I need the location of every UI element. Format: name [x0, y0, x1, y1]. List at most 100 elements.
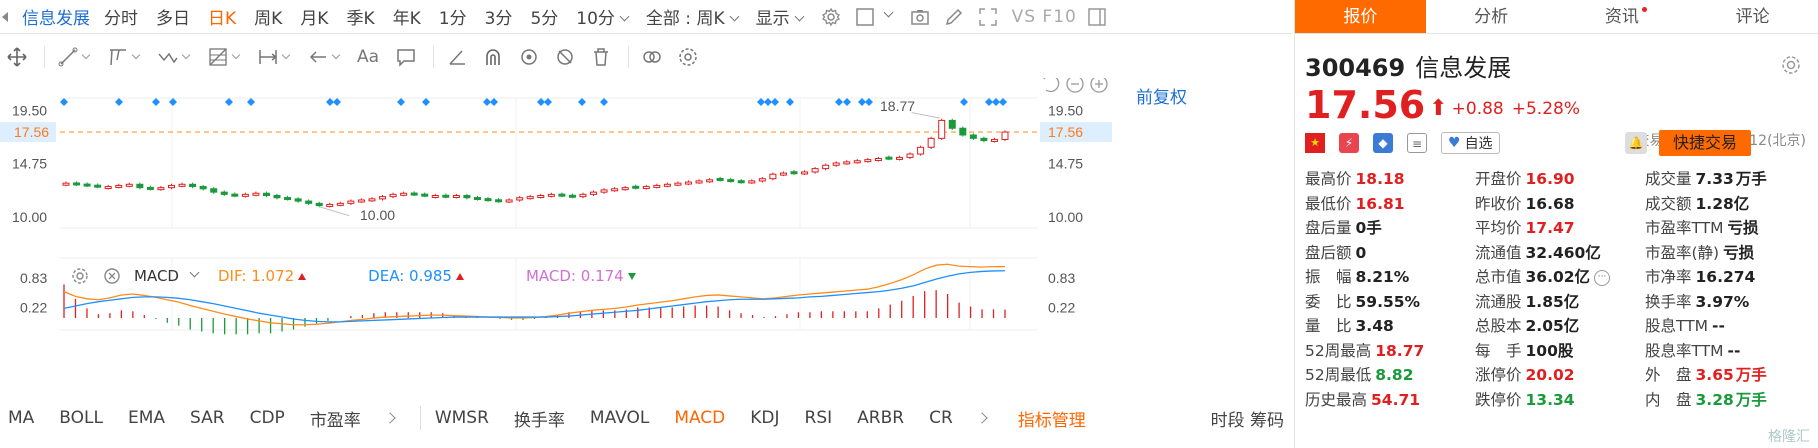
stat-value: 亏损	[1723, 243, 1755, 262]
add-watchlist-button[interactable]: ♥ 自选	[1441, 132, 1500, 154]
close-icon[interactable]	[102, 266, 122, 286]
settings-icon[interactable]	[70, 266, 90, 286]
tab-multi-day[interactable]: 多日	[156, 9, 190, 29]
channel-tool-icon[interactable]	[107, 46, 129, 68]
text-tool-icon[interactable]: Aa	[357, 47, 380, 67]
display-dropdown[interactable]: 显示	[755, 4, 805, 29]
stock-name-link[interactable]: 信息发展	[22, 9, 90, 29]
tab-weekly-k[interactable]: 周K	[254, 9, 283, 29]
chevron-down-icon[interactable]	[281, 50, 291, 60]
magnet-icon[interactable]	[482, 46, 504, 68]
stat-cell: 股息率TTM --	[1645, 339, 1815, 361]
lightning-icon[interactable]: ⚡	[1339, 133, 1359, 153]
tab-3min[interactable]: 3分	[484, 9, 513, 29]
chevron-down-icon[interactable]	[131, 50, 141, 60]
sidebar-toggle-icon[interactable]	[1087, 7, 1107, 27]
tab-ema[interactable]: EMA	[127, 408, 166, 428]
tab-monthly-k[interactable]: 月K	[300, 9, 329, 29]
tab-news[interactable]: 资讯	[1557, 0, 1688, 33]
adjust-select[interactable]: 全部 : 周K	[646, 4, 740, 29]
tab-comments[interactable]: 评论	[1735, 7, 1770, 27]
tab-macd[interactable]: MACD	[674, 408, 726, 428]
tab-arbr[interactable]: ARBR	[857, 408, 905, 428]
adjust-mode-label[interactable]: 前复权	[1136, 88, 1187, 108]
candle-body	[336, 202, 344, 206]
candle-body	[706, 179, 714, 183]
move-crosshair-icon[interactable]	[6, 46, 28, 68]
tab-quarterly-k[interactable]: 季K	[346, 9, 375, 29]
stat-label: 流通股	[1475, 292, 1522, 311]
tab-cr[interactable]: CR	[929, 408, 953, 428]
collapse-panel-icon[interactable]	[2, 9, 16, 25]
tag-icon[interactable]: ◆	[1373, 133, 1393, 153]
link-icon[interactable]	[641, 46, 663, 68]
period-chip-tabs[interactable]: 时段 筹码	[1210, 410, 1284, 431]
line-tool-icon[interactable]	[57, 46, 79, 68]
bell-icon[interactable]: 🔔	[1625, 132, 1647, 154]
tab-cdp[interactable]: CDP	[249, 408, 285, 428]
chevron-right-icon[interactable]	[976, 412, 988, 424]
candle-body	[231, 193, 239, 197]
stat-label: 最低价	[1305, 194, 1352, 213]
candle-body	[674, 182, 682, 186]
display-label: 显示	[755, 9, 790, 29]
note-icon[interactable]: ≡	[1407, 133, 1427, 153]
indicator-manager-button[interactable]: 指标管理	[1017, 410, 1086, 431]
angle-tool-icon[interactable]	[446, 46, 468, 68]
tab-rsi[interactable]: RSI	[804, 408, 833, 428]
chevron-down-icon[interactable]	[81, 50, 91, 60]
settings-icon[interactable]	[821, 7, 841, 27]
tab-10min[interactable]: 10分	[576, 4, 630, 29]
tab-yearly-k[interactable]: 年K	[392, 9, 421, 29]
range-tool-icon[interactable]	[257, 46, 279, 68]
tab-news-label: 资讯	[1604, 7, 1639, 27]
stat-value: 18.18	[1355, 170, 1405, 189]
candle-body	[431, 195, 439, 198]
tab-ma[interactable]: MA	[8, 408, 35, 428]
pencil-icon[interactable]	[944, 7, 964, 27]
eye-icon[interactable]	[518, 46, 540, 68]
candle-body	[590, 191, 598, 195]
more-icon[interactable]: ···	[1594, 269, 1611, 286]
kline-chart[interactable]: 19.50 19.50 14.75 14.75 10.00 10.00 17.56 17.56…	[0, 78, 1292, 398]
tab-5min[interactable]: 5分	[530, 9, 559, 29]
event-marker-icon	[835, 98, 843, 106]
comment-icon[interactable]	[395, 46, 417, 68]
tab-kdj[interactable]: KDJ	[750, 408, 780, 428]
tab-daily-k[interactable]: 日K	[208, 9, 237, 29]
wave-tool-icon[interactable]	[157, 46, 179, 68]
price-tick-label: 10.00	[12, 209, 47, 225]
arrow-left-icon[interactable]	[307, 46, 329, 68]
indicator-name: MACD	[134, 267, 179, 285]
candle-body	[73, 182, 81, 186]
settings-icon[interactable]	[677, 46, 699, 68]
quick-trade-button[interactable]: 快捷交易	[1659, 130, 1751, 156]
vs-f10-button[interactable]: VS F10	[1011, 6, 1077, 27]
candle-body	[948, 119, 956, 129]
stat-value: 8.82	[1375, 366, 1414, 385]
chevron-down-icon[interactable]	[189, 267, 200, 277]
chevron-right-icon[interactable]	[384, 412, 396, 424]
tab-boll[interactable]: BOLL	[59, 408, 103, 428]
kline-chart-canvas[interactable]: 19.50 19.50 14.75 14.75 10.00 10.00 17.56 17.56…	[0, 78, 1292, 398]
chevron-down-icon[interactable]	[331, 50, 341, 60]
trash-icon[interactable]	[590, 46, 612, 68]
fullscreen-icon[interactable]	[978, 7, 998, 27]
chevron-down-icon[interactable]	[883, 7, 894, 18]
hide-icon[interactable]	[554, 46, 576, 68]
tab-quote[interactable]: 报价	[1295, 0, 1426, 33]
settings-icon[interactable]	[1780, 54, 1802, 76]
tab-1min[interactable]: 1分	[438, 9, 467, 29]
tab-pe[interactable]: 市盈率	[309, 410, 361, 431]
chevron-down-icon[interactable]	[181, 50, 191, 60]
chevron-down-icon[interactable]	[231, 50, 241, 60]
tab-sar[interactable]: SAR	[190, 408, 225, 428]
fibonacci-tool-icon[interactable]	[207, 46, 229, 68]
layout-icon[interactable]	[855, 7, 875, 27]
tab-wmsr[interactable]: WMSR	[434, 408, 489, 428]
tab-analysis[interactable]: 分析	[1474, 7, 1509, 27]
tab-turnover[interactable]: 换手率	[513, 410, 565, 431]
tab-mavol[interactable]: MAVOL	[589, 408, 650, 428]
camera-icon[interactable]	[910, 7, 930, 27]
tab-intraday[interactable]: 分时	[104, 9, 138, 29]
